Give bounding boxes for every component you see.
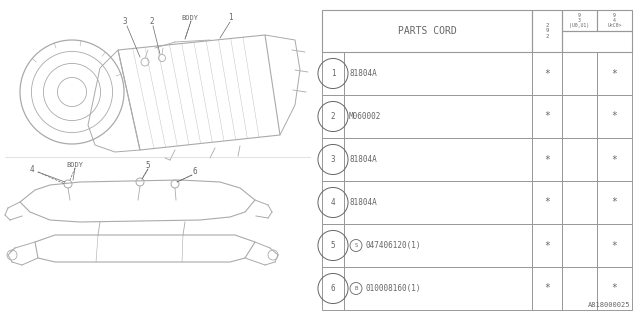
Text: 81804A: 81804A (349, 155, 377, 164)
Text: *: * (612, 241, 618, 251)
Text: *: * (544, 241, 550, 251)
Bar (344, 138, 532, 181)
Bar (344, 52, 532, 95)
Bar (322, 95, 344, 138)
Text: 6: 6 (193, 167, 197, 177)
Text: 81804A: 81804A (349, 69, 377, 78)
Bar (562, 10, 597, 31)
Text: *: * (612, 155, 618, 164)
Bar (562, 31, 632, 52)
Text: *: * (544, 155, 550, 164)
Bar (562, 267, 597, 310)
Text: 2: 2 (331, 112, 335, 121)
Bar (532, 181, 562, 224)
Text: *: * (544, 68, 550, 78)
Bar (322, 138, 344, 181)
Bar (597, 95, 632, 138)
Text: *: * (612, 197, 618, 207)
Text: 9
3
(U0,U1): 9 3 (U0,U1) (570, 13, 589, 28)
Text: B: B (355, 286, 358, 291)
Bar (322, 224, 344, 267)
Bar (532, 138, 562, 181)
Text: A818000025: A818000025 (588, 302, 630, 308)
Text: BODY: BODY (182, 15, 198, 21)
Text: *: * (544, 284, 550, 293)
Text: 5: 5 (146, 161, 150, 170)
Bar (597, 181, 632, 224)
Text: 5: 5 (331, 241, 335, 250)
Bar (322, 181, 344, 224)
Text: 6: 6 (331, 284, 335, 293)
Bar (562, 138, 597, 181)
Text: *: * (612, 284, 618, 293)
Text: 2: 2 (150, 18, 154, 27)
Bar (344, 181, 532, 224)
Bar (597, 267, 632, 310)
Text: 1: 1 (228, 13, 232, 22)
Text: 1: 1 (331, 69, 335, 78)
Text: *: * (544, 111, 550, 122)
Text: 81804A: 81804A (349, 198, 377, 207)
Text: M060002: M060002 (349, 112, 381, 121)
Bar (322, 10, 532, 52)
Text: 3: 3 (331, 155, 335, 164)
Text: 4: 4 (331, 198, 335, 207)
Text: 9
4
U<C0>: 9 4 U<C0> (607, 13, 621, 28)
Text: *: * (544, 197, 550, 207)
Bar (532, 10, 562, 52)
Text: 3: 3 (123, 18, 127, 27)
Bar (532, 95, 562, 138)
Bar (344, 267, 532, 310)
Text: *: * (612, 68, 618, 78)
Bar (597, 10, 632, 31)
Text: 047406120(1): 047406120(1) (365, 241, 420, 250)
Bar (322, 52, 344, 95)
Text: *: * (612, 111, 618, 122)
Bar (532, 52, 562, 95)
Bar (597, 224, 632, 267)
Bar (562, 224, 597, 267)
Text: S: S (355, 243, 358, 248)
Bar (532, 224, 562, 267)
Bar (562, 52, 597, 95)
Bar (322, 267, 344, 310)
Text: 4: 4 (29, 165, 35, 174)
Text: 2
9
2: 2 9 2 (545, 23, 548, 39)
Bar (562, 95, 597, 138)
Bar (597, 138, 632, 181)
Bar (597, 52, 632, 95)
Bar (562, 181, 597, 224)
Text: BODY: BODY (67, 162, 83, 168)
Text: 010008160(1): 010008160(1) (365, 284, 420, 293)
Text: PARTS CORD: PARTS CORD (397, 26, 456, 36)
Bar (344, 95, 532, 138)
Bar (532, 267, 562, 310)
Bar (344, 224, 532, 267)
